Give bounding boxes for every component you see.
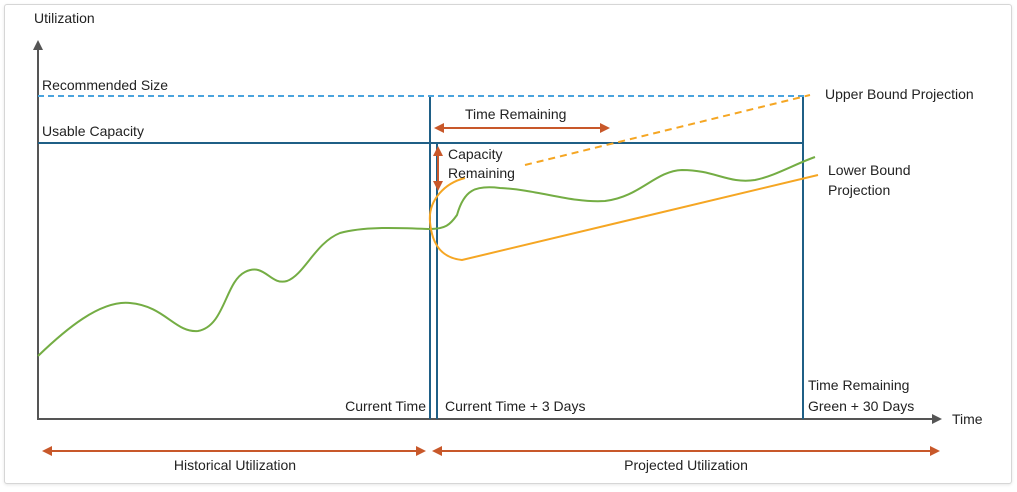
time-remaining-label: Time Remaining	[465, 106, 566, 122]
capacity-remaining-label-line1: Capacity	[448, 146, 502, 162]
capacity-remaining-label-line2: Remaining	[448, 165, 515, 181]
recommended-size-label: Recommended Size	[42, 77, 168, 93]
time-remaining-green-label-line2: Green + 30 Days	[808, 398, 914, 414]
diagram-frame	[4, 4, 1012, 484]
projected-utilization-label: Projected Utilization	[624, 457, 748, 473]
usable-capacity-label: Usable Capacity	[42, 123, 144, 139]
current-time-plus-3-label: Current Time + 3 Days	[445, 398, 585, 414]
upper-bound-projection-line	[524, 94, 811, 166]
lower-bound-projection-label-line1: Lower Bound	[828, 162, 911, 178]
historical-utilization-label: Historical Utilization	[174, 457, 296, 473]
x-axis-label: Time	[952, 411, 983, 427]
y-axis-label: Utilization	[34, 10, 95, 26]
upper-bound-projection-label: Upper Bound Projection	[825, 86, 974, 102]
time-remaining-green-label-line1: Time Remaining	[808, 377, 909, 393]
projection-cone	[428, 174, 819, 262]
utilization-curve	[37, 156, 816, 357]
current-time-label: Current Time	[345, 398, 426, 414]
lower-bound-projection-label-line2: Projection	[828, 182, 890, 198]
